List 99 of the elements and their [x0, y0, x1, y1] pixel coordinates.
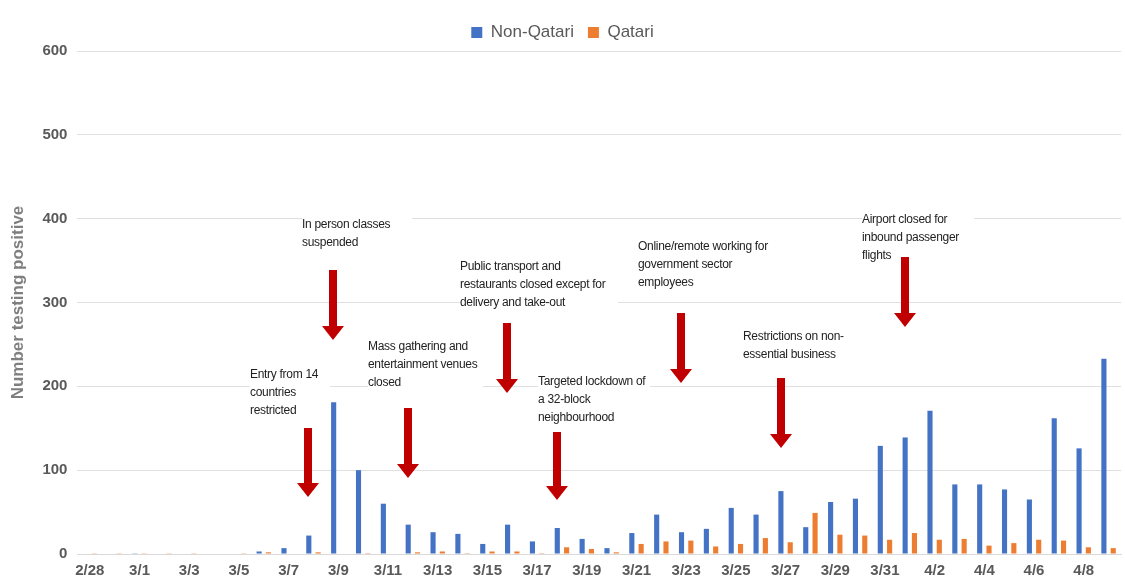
bar — [852, 498, 859, 554]
bar — [480, 543, 486, 554]
bar — [1011, 543, 1017, 554]
annotation: Targeted lockdown of a 32-block neighbourhood — [538, 372, 650, 426]
bar — [762, 538, 768, 554]
bar — [331, 402, 337, 554]
bar — [588, 548, 595, 554]
bar — [638, 543, 644, 554]
bar — [737, 543, 744, 554]
annotation: Online/remote working for government sector employees — [638, 237, 778, 291]
bar — [405, 524, 411, 554]
bar — [1085, 547, 1091, 554]
x-tick-label: 3/3 — [178, 561, 200, 579]
bar — [862, 535, 868, 554]
x-tick-label: 3/21 — [621, 561, 652, 579]
x-tick-label: 3/23 — [671, 561, 701, 579]
bar — [380, 503, 386, 554]
legend-label: Non-Qatari — [490, 22, 574, 42]
bar — [703, 528, 709, 554]
bar — [837, 534, 843, 554]
bar — [936, 539, 942, 554]
bar — [887, 539, 893, 554]
bar — [306, 535, 312, 554]
y-axis-title: Number testing positive — [7, 205, 27, 400]
bar — [828, 502, 834, 554]
y-tick-label: 400 — [42, 208, 68, 226]
bar — [1101, 358, 1107, 554]
legend-label: Qatari — [607, 22, 654, 42]
bar — [927, 410, 933, 554]
bar — [505, 524, 511, 554]
x-tick-label: 3/11 — [373, 561, 403, 579]
annotation: Mass gathering and entertainment venues closed — [368, 337, 483, 391]
x-tick-label: 3/5 — [228, 561, 250, 579]
y-tick-label: 200 — [42, 376, 68, 394]
x-tick-label: 3/19 — [572, 561, 602, 579]
bar — [977, 484, 983, 554]
bar — [812, 512, 818, 554]
bar — [256, 551, 262, 554]
bar — [778, 491, 784, 554]
bar — [663, 541, 669, 554]
bar — [1076, 448, 1082, 554]
y-tick-label: 100 — [42, 460, 68, 478]
x-tick-label: 3/17 — [522, 561, 552, 579]
bar — [654, 514, 660, 554]
annotation: Public transport and restaurants closed except for delivery and take-out — [460, 257, 618, 311]
bar — [430, 532, 436, 554]
x-tick-label: 3/25 — [721, 561, 751, 579]
bar — [439, 551, 445, 554]
x-tick-label: 3/13 — [423, 561, 453, 579]
y-tick-label: 300 — [42, 292, 68, 310]
x-tick-label: 4/6 — [1023, 561, 1045, 579]
bar — [961, 538, 967, 554]
bar — [952, 484, 958, 554]
bar — [728, 507, 734, 554]
bar — [1051, 418, 1057, 554]
annotation: Restrictions on non-essential business — [743, 327, 868, 363]
bar — [489, 551, 495, 554]
annotation: Entry from 14 countries restricted — [250, 365, 330, 419]
bar — [455, 533, 461, 554]
annotation: Airport closed for inbound passenger flights — [862, 210, 974, 264]
bar — [877, 445, 883, 554]
x-tick-label: 3/29 — [820, 561, 850, 579]
bar — [986, 545, 992, 554]
x-tick-label: 2/28 — [75, 561, 105, 579]
y-tick-label: 500 — [42, 124, 68, 142]
bar — [1110, 548, 1116, 554]
bar — [1060, 540, 1067, 554]
x-tick-label: 3/9 — [327, 561, 349, 579]
bar — [554, 528, 560, 554]
x-tick-label: 4/8 — [1073, 561, 1095, 579]
bar — [514, 551, 520, 554]
x-tick-label: 3/31 — [870, 561, 900, 579]
bar — [1001, 489, 1008, 554]
bar — [579, 538, 585, 554]
x-tick-label: 3/27 — [770, 561, 801, 579]
x-tick-label: 3/7 — [278, 561, 300, 579]
x-tick-label: 3/1 — [129, 561, 150, 579]
bar — [753, 514, 759, 554]
bar — [688, 540, 694, 554]
bar — [911, 533, 918, 554]
bar — [678, 532, 685, 554]
annotation: In person classes suspended — [302, 215, 412, 251]
x-tick-label: 4/4 — [973, 561, 996, 579]
bar — [1036, 539, 1042, 554]
bar — [787, 542, 793, 554]
y-tick-label: 0 — [59, 544, 68, 562]
bar — [1026, 499, 1032, 554]
y-tick-label: 600 — [42, 41, 68, 59]
bar — [355, 470, 362, 554]
x-tick-label: 3/15 — [472, 561, 502, 579]
bar — [529, 541, 535, 554]
x-tick-label: 4/2 — [924, 561, 946, 579]
bar — [281, 548, 287, 554]
bar — [564, 547, 570, 554]
bar — [629, 533, 635, 554]
bar — [803, 527, 809, 554]
bar — [604, 548, 610, 554]
bar — [902, 437, 908, 554]
bar — [713, 546, 719, 554]
